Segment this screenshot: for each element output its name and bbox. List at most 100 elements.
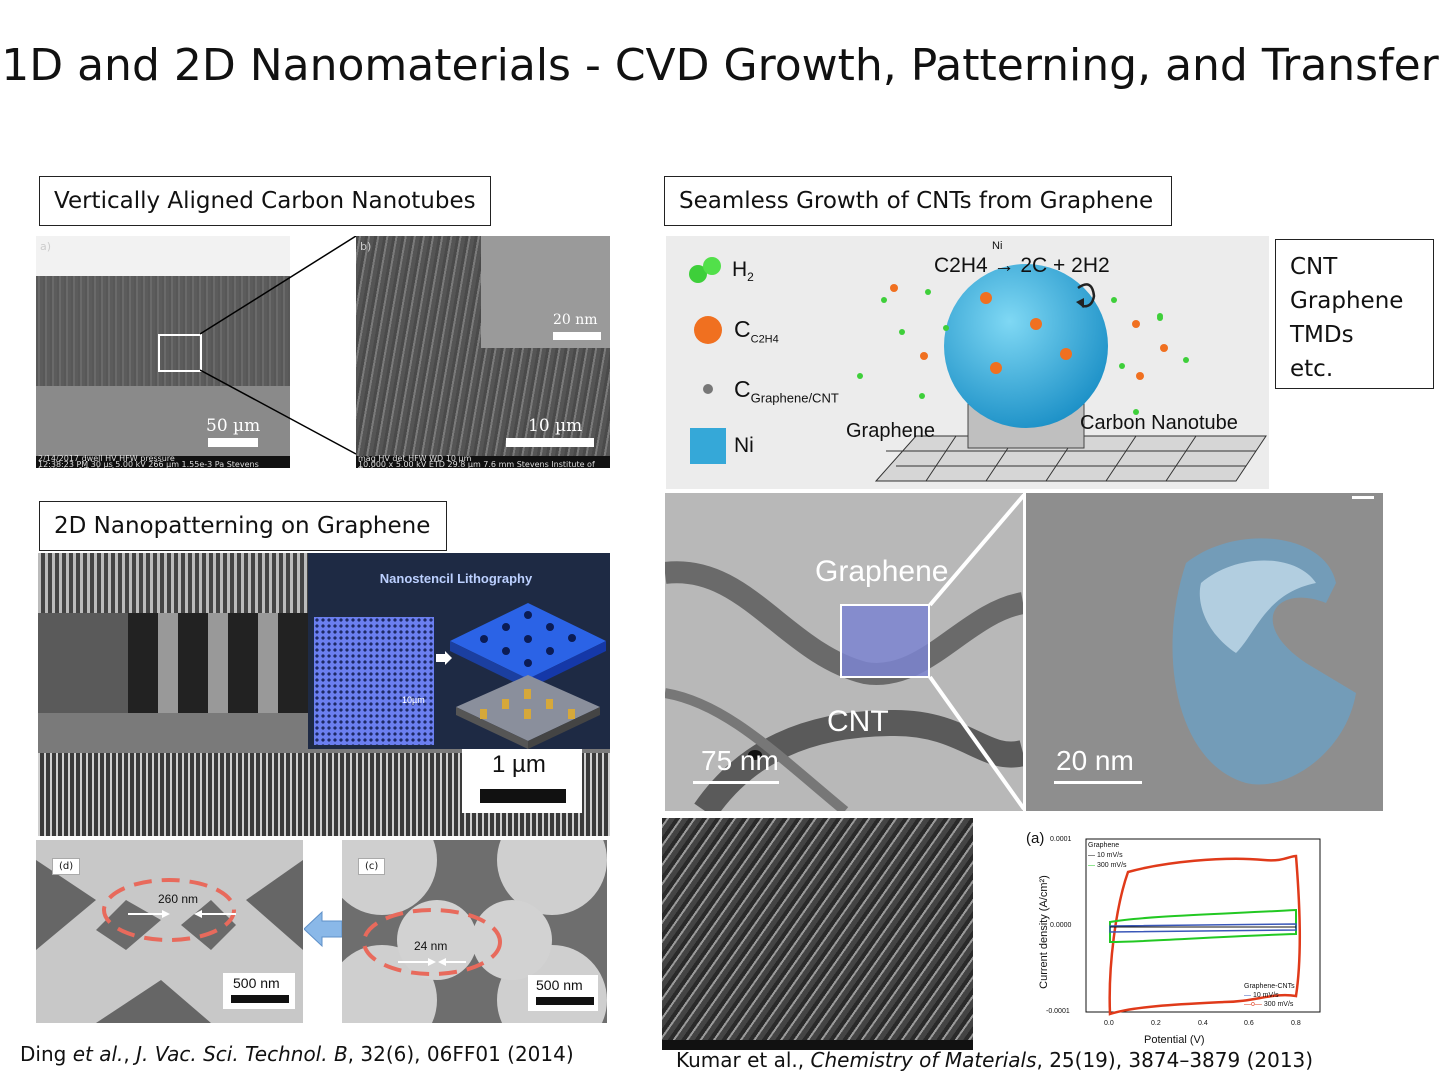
scale-bar-b	[506, 438, 594, 447]
tem-overview-texture	[665, 561, 1023, 811]
arrow-right-icon	[436, 651, 452, 665]
cv-series-graphene-cnt-10	[1109, 923, 1297, 933]
scale-label-main: 1 µm	[492, 751, 546, 778]
tem-scale-bar-left	[693, 781, 779, 784]
sem-image-vacnt-side: a) 50 µm 2/14/2017 dwell HV HFW pressure…	[36, 236, 290, 468]
cv-legend-bottom: Graphene-CNTs — 10 mV/s —o— 300 mV/s	[1244, 983, 1295, 1008]
pillars-texture-top	[38, 553, 308, 613]
tem-image-zoom: 20 nm	[1026, 493, 1383, 811]
cv-chart: (a) Current density (A/cm²) Potential (V…	[1024, 826, 1342, 1058]
panel-label-d: (d)	[52, 858, 81, 875]
panel-label-b: b)	[360, 240, 372, 253]
cv-plot-frame	[1085, 838, 1321, 1013]
stencil-inset: Nanostencil Lithography 10µm	[308, 553, 610, 749]
tem-scale-bar-right	[1054, 781, 1142, 784]
cv-ylabel: Current density (A/cm²)	[1038, 875, 1050, 989]
tem-scale-label-left: 75 nm	[701, 745, 779, 776]
label-carbon-nanotube: Carbon Nanotube	[1080, 412, 1238, 434]
tem-label-graphene: Graphene	[815, 555, 949, 588]
section-header-patterning: 2D Nanopatterning on Graphene	[39, 501, 447, 551]
h2-molecule-icon	[689, 257, 721, 283]
cv-xtick-4: 0.8	[1291, 1020, 1301, 1027]
cv-xtick-2: 0.4	[1198, 1020, 1208, 1027]
sem-image-holes-d: (d) 260 nm 500 nm	[36, 840, 303, 1023]
stencil-inset-scale: 10µm	[402, 695, 425, 705]
scale-label-d: 500 nm	[233, 975, 280, 991]
carbon-atom-icon	[694, 316, 722, 344]
reaction-equation: C2H4 → 2C + 2H2	[934, 254, 1110, 277]
sem-info-bar-a: 2/14/2017 dwell HV HFW pressure 12:38:23…	[36, 455, 290, 468]
cv-panel-label: (a)	[1026, 830, 1045, 847]
reaction-catalyst: Ni	[992, 240, 1003, 252]
materials-item-tmds: TMDs	[1290, 322, 1354, 348]
cv-xtick-0: 0.0	[1104, 1020, 1114, 1027]
zoom-region-box	[158, 334, 202, 372]
stencil-membrane-image	[314, 617, 434, 745]
panel-label-a: a)	[40, 240, 52, 253]
cv-ytick-bottom: -0.0001	[1046, 1008, 1070, 1015]
legend-carbon: CC2H4	[734, 316, 779, 346]
materials-item-etc: etc.	[1290, 356, 1334, 382]
inset-scale-label-b: 20 nm	[553, 312, 598, 328]
scale-bar-a	[208, 438, 258, 447]
scale-bar-main	[480, 789, 566, 803]
dimension-label-d: 260 nm	[158, 892, 199, 906]
zoom-connector-lines	[200, 236, 357, 455]
trench-columns	[128, 613, 308, 713]
inset-scale-bar-b	[553, 332, 601, 340]
tem-label-cnt: CNT	[827, 705, 889, 738]
legend-h2: H2	[732, 258, 754, 285]
legend-nickel: Ni	[734, 434, 754, 457]
slide-title: 1D and 2D Nanomaterials - CVD Growth, Pa…	[1, 40, 1439, 91]
scale-label-b: 10 µm	[528, 416, 583, 436]
tem-zoom-connectors	[928, 493, 1026, 811]
graphene-carbon-icon	[703, 384, 713, 394]
cv-legend-top: Graphene — 10 mV/s — 300 mV/s	[1088, 842, 1127, 869]
tem-scale-label-right: 20 nm	[1056, 745, 1134, 776]
cv-series-graphene-300	[1109, 908, 1297, 944]
nickel-catalyst-sphere	[944, 264, 1108, 428]
stencil-inset-title: Nanostencil Lithography	[379, 571, 533, 586]
tem-zoom-texture	[1172, 496, 1374, 785]
reference-left: Ding et al., J. Vac. Sci. Technol. B, 32…	[20, 1042, 574, 1066]
sem-image-nanopatterning: Nanostencil Lithography 10µm 1 µm	[38, 553, 610, 836]
tem-image-overview: Graphene CNT 75 nm	[665, 493, 1023, 811]
section-header-vacnt: Vertically Aligned Carbon Nanotubes	[39, 176, 491, 226]
cv-series-graphene-cnt-300	[1108, 854, 1302, 1016]
cnt-forest-region	[36, 276, 290, 386]
cv-ytick-top: 0.0001	[1050, 836, 1072, 843]
stencil-stack-diagram	[450, 603, 606, 749]
schematic-graphics	[689, 257, 1267, 482]
cv-ytick-mid: 0.0000	[1050, 922, 1072, 929]
sem-image-vacnt-zoom: b) 20 nm 10 µm mag HV det HFW WD 10 µm 1…	[356, 236, 610, 468]
sem-info-bar-bottom	[662, 1040, 973, 1050]
dimension-label-c: 24 nm	[414, 939, 448, 953]
materials-item-graphene: Graphene	[1290, 288, 1404, 314]
cv-xlabel: Potential (V)	[1144, 1034, 1205, 1046]
sem-image-holes-c: (c) 24 nm 500 nm	[342, 840, 607, 1023]
reference-right: Kumar et al., Chemistry of Materials, 25…	[676, 1048, 1314, 1072]
label-graphene: Graphene	[846, 420, 935, 442]
section-header-seamless: Seamless Growth of CNTs from Graphene	[664, 176, 1172, 226]
materials-item-cnt: CNT	[1290, 254, 1338, 280]
cv-xtick-3: 0.6	[1244, 1020, 1254, 1027]
scale-panel-main: 1 µm	[462, 749, 582, 813]
scale-label-c: 500 nm	[536, 977, 583, 993]
holes-d-pattern	[36, 860, 303, 1023]
materials-list: CNT Graphene TMDs etc.	[1275, 239, 1434, 389]
sem-info-bar-b: mag HV det HFW WD 10 µm 10.000 x 5.00 kV…	[356, 455, 610, 468]
arrow-left-icon	[304, 910, 342, 948]
scale-bar-c	[536, 997, 594, 1005]
scale-panel-d: 500 nm	[223, 973, 295, 1009]
cnt-fiber-texture	[662, 818, 973, 1040]
growth-schematic: H2 CC2H4 CGraphene/CNT Ni C2H4 → 2C + 2H…	[666, 236, 1269, 489]
scale-bar-d	[231, 995, 289, 1003]
legend-graphene-carbon: CGraphene/CNT	[734, 376, 839, 406]
sem-image-cnt-graphene	[662, 818, 973, 1050]
scale-panel-c: 500 nm	[528, 975, 598, 1011]
panel-label-c: (c)	[358, 858, 386, 875]
nickel-block-icon	[690, 428, 726, 464]
cv-xtick-1: 0.2	[1151, 1020, 1161, 1027]
cv-chart-svg	[1085, 838, 1321, 1016]
inset-image-b: 20 nm	[481, 236, 610, 348]
